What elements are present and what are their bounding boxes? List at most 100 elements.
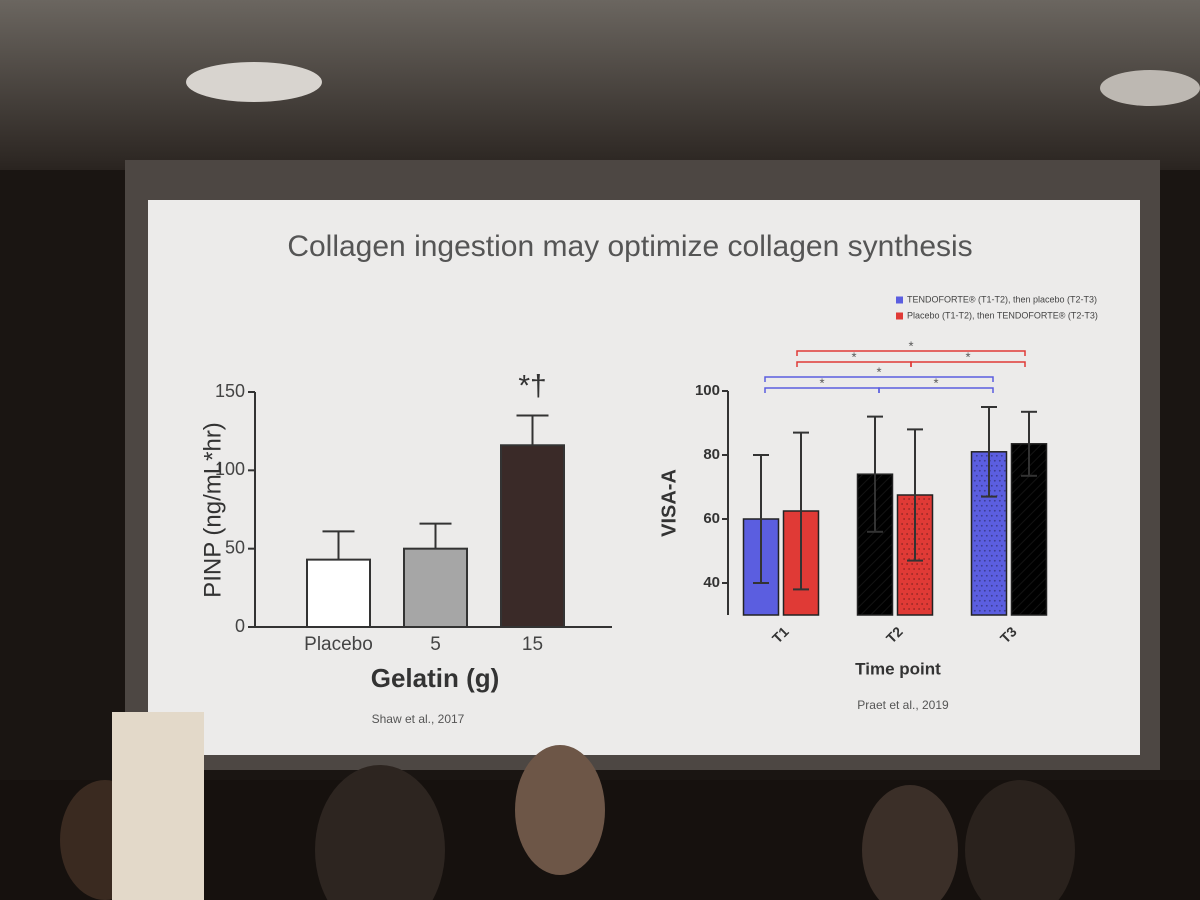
head	[315, 765, 445, 900]
y-tick-label: 100	[695, 382, 720, 399]
bar-dot	[998, 509, 1001, 512]
bar-dot	[995, 594, 998, 597]
bar-dot	[1003, 489, 1006, 492]
bar-dot	[998, 499, 1001, 502]
bar-dot	[990, 504, 993, 507]
bar-dot	[903, 528, 905, 530]
bar-dot	[993, 489, 996, 492]
bar-dot	[990, 604, 993, 607]
bar-dot	[908, 578, 910, 580]
bar-dot	[908, 548, 910, 550]
bar-dot	[980, 544, 983, 547]
bar-dot	[918, 508, 920, 510]
bar-dot	[928, 608, 930, 610]
x-tick-label: 5	[430, 634, 441, 655]
y-axis-label: PINP (ng/mL*hr)	[199, 422, 226, 598]
bar-dot	[911, 593, 913, 595]
bar-dot	[983, 579, 986, 582]
bar-dot	[973, 489, 976, 492]
bar-dot	[911, 553, 913, 555]
bar-dot	[913, 578, 915, 580]
bar-dot	[901, 583, 903, 585]
bar-dot	[901, 533, 903, 535]
head	[862, 785, 958, 900]
bar-dot	[993, 479, 996, 482]
bar-dot	[985, 544, 988, 547]
bar-dot	[978, 579, 981, 582]
significance-bracket	[796, 350, 1026, 356]
bar-dot	[906, 563, 908, 565]
significance-label: *	[908, 338, 913, 353]
head	[515, 745, 605, 875]
bar-dot	[921, 573, 923, 575]
bar-dot	[1000, 504, 1003, 507]
bar-dot	[906, 543, 908, 545]
bar-dot	[906, 573, 908, 575]
bar-dot	[998, 539, 1001, 542]
bar-dot	[918, 608, 920, 610]
ceiling	[0, 0, 1200, 170]
bar-dot	[1000, 544, 1003, 547]
bar-dot	[926, 563, 928, 565]
ceiling-fixture	[1100, 70, 1200, 106]
y-tick-label: 50	[225, 537, 245, 557]
bar-dot	[988, 569, 991, 572]
bar-dot	[978, 609, 981, 612]
bar-dot	[975, 604, 978, 607]
bar-dot	[980, 584, 983, 587]
bar-dot	[913, 568, 915, 570]
bar-dot	[921, 533, 923, 535]
bar-dot	[978, 489, 981, 492]
bar-dot	[1003, 509, 1006, 512]
significance-label: *	[851, 349, 856, 364]
bar-dot	[926, 533, 928, 535]
bar-dot	[993, 589, 996, 592]
y-tick-label: 0	[235, 616, 245, 636]
bar-dot	[995, 524, 998, 527]
bar-dot	[995, 544, 998, 547]
bar-dot	[993, 469, 996, 472]
bar-dot	[975, 534, 978, 537]
bar-dot	[995, 564, 998, 567]
bar-dot	[926, 553, 928, 555]
bar-dot	[921, 523, 923, 525]
bar-dot	[988, 589, 991, 592]
bar-dot	[973, 459, 976, 462]
bar-dot	[911, 563, 913, 565]
bar-dot	[921, 563, 923, 565]
bar-dot	[993, 599, 996, 602]
bar-dot	[980, 474, 983, 477]
bar-dot	[906, 513, 908, 515]
bar-dot	[908, 558, 910, 560]
bar-dot	[923, 588, 925, 590]
bar-dot	[985, 504, 988, 507]
bar-dot	[916, 583, 918, 585]
bar-dot	[990, 544, 993, 547]
bar-dot	[975, 584, 978, 587]
bar-dot	[911, 533, 913, 535]
x-tick-label: Placebo	[304, 634, 373, 655]
bar-dot	[918, 568, 920, 570]
bar-dot	[988, 559, 991, 562]
bar-dot	[973, 469, 976, 472]
bar-dot	[993, 549, 996, 552]
x-axis-label: Time point	[855, 659, 941, 678]
bar-dot	[973, 499, 976, 502]
bar-dot	[908, 528, 910, 530]
bar-dot	[980, 514, 983, 517]
bar-dot	[916, 603, 918, 605]
bar	[306, 558, 371, 629]
bar-dot	[906, 603, 908, 605]
bar-dot	[980, 604, 983, 607]
bar-dot	[998, 479, 1001, 482]
bar-dot	[980, 504, 983, 507]
bar-dot	[980, 524, 983, 527]
bar-dot	[916, 563, 918, 565]
bar-dot	[998, 599, 1001, 602]
bar-dot	[998, 459, 1001, 462]
bar-dot	[1000, 464, 1003, 467]
bar-dot	[973, 589, 976, 592]
source: Shaw et al., 2017	[372, 712, 465, 726]
bar-dot	[998, 489, 1001, 492]
